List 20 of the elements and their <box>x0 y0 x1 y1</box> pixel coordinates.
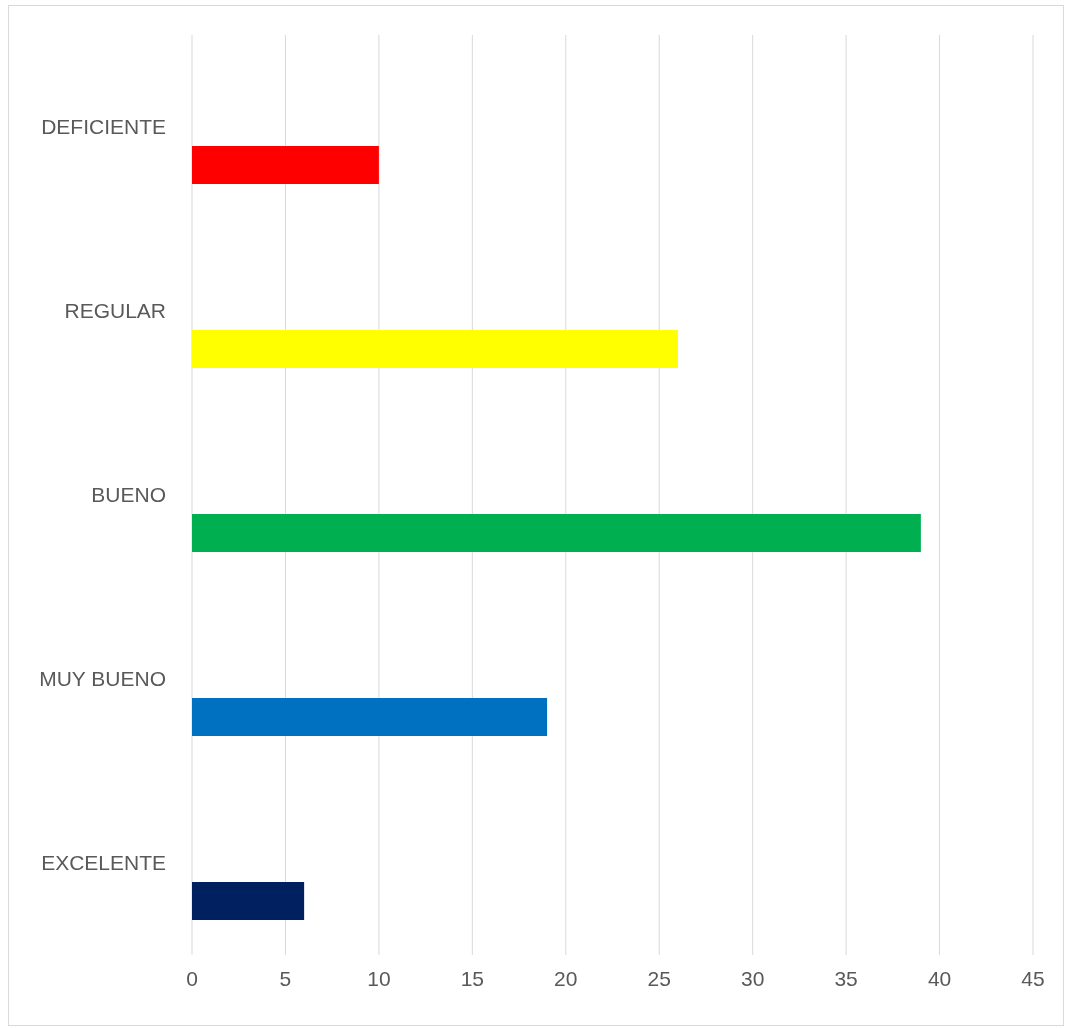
y-tick-label: REGULAR <box>64 299 166 322</box>
x-tick-label: 0 <box>186 967 198 990</box>
x-tick-label: 40 <box>927 967 952 990</box>
bar <box>192 514 921 552</box>
y-tick-label: BUENO <box>91 483 166 506</box>
y-tick-label: DEFICIENTE <box>41 115 166 138</box>
x-tick-label: 35 <box>834 967 858 990</box>
x-tick-label: 25 <box>647 967 671 990</box>
bar <box>192 330 678 368</box>
y-tick-label: EXCELENTE <box>41 851 166 874</box>
bar <box>192 698 548 736</box>
x-tick-label: 10 <box>367 967 391 990</box>
x-tick-label: 15 <box>460 967 485 990</box>
bar <box>192 146 379 184</box>
x-tick-label: 45 <box>1021 967 1045 990</box>
bar <box>192 882 305 920</box>
x-tick-label: 30 <box>740 967 765 990</box>
x-tick-label: 20 <box>554 967 578 990</box>
y-tick-label: MUY BUENO <box>39 667 166 690</box>
x-tick-label: 5 <box>279 967 292 990</box>
